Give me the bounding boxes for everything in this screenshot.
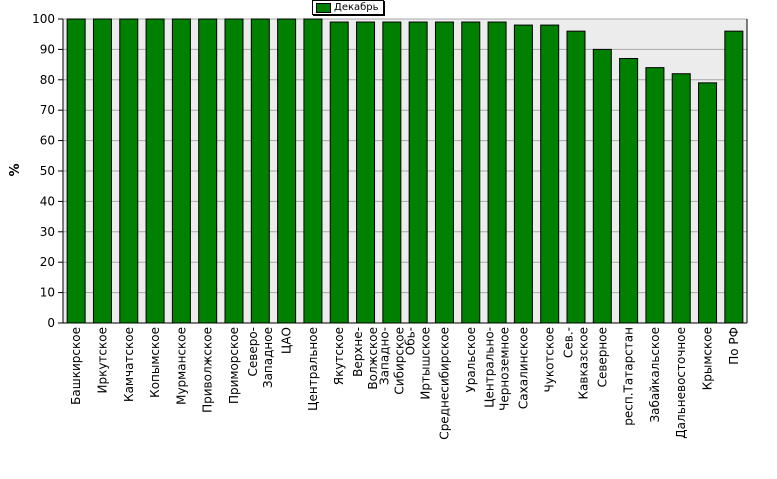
bar bbox=[566, 30, 586, 324]
svg-text:По РФ: По РФ bbox=[727, 327, 741, 365]
bar bbox=[540, 24, 560, 324]
svg-text:Уральское: Уральское bbox=[464, 327, 478, 393]
x-tick-label: Копымское bbox=[148, 327, 162, 398]
bar bbox=[408, 21, 428, 324]
bar bbox=[461, 21, 481, 324]
x-tick-label: Иркутское bbox=[96, 327, 110, 394]
svg-text:Сахалинское: Сахалинское bbox=[516, 327, 530, 409]
legend-label: Декабрь bbox=[334, 2, 379, 13]
bar bbox=[66, 18, 86, 324]
x-tick-label: Центрально-Черноземное bbox=[483, 327, 512, 411]
x-tick-label: Северное bbox=[595, 327, 609, 387]
bar bbox=[119, 18, 139, 324]
bar bbox=[434, 21, 454, 324]
legend: Декабрь bbox=[312, 0, 384, 15]
bar bbox=[382, 21, 402, 324]
bar bbox=[198, 18, 218, 324]
x-tick-label: Уральское bbox=[464, 327, 478, 393]
svg-text:Забайкальское: Забайкальское bbox=[648, 327, 662, 423]
svg-text:Мурманское: Мурманское bbox=[174, 327, 188, 405]
svg-text:Приволжское: Приволжское bbox=[201, 327, 215, 413]
svg-text:Центрально-Черноземное: Центрально-Черноземное bbox=[483, 327, 512, 411]
bar bbox=[513, 24, 533, 324]
y-tick-label: 70 bbox=[40, 103, 55, 117]
x-tick-label: Северо-Западное bbox=[246, 327, 275, 388]
x-tick-label: Забайкальское bbox=[648, 327, 662, 423]
x-tick-label: Сахалинское bbox=[516, 327, 530, 409]
svg-text:Камчатское: Камчатское bbox=[122, 327, 136, 402]
bar bbox=[698, 82, 718, 324]
svg-text:Западно-Сибирское: Западно-Сибирское bbox=[377, 327, 406, 395]
svg-text:Приморское: Приморское bbox=[227, 327, 241, 404]
svg-text:Копымское: Копымское bbox=[148, 327, 162, 398]
svg-text:Северное: Северное bbox=[595, 327, 609, 387]
svg-text:Обь-Иртышское: Обь-Иртышское bbox=[404, 327, 433, 400]
bar bbox=[224, 18, 244, 324]
x-tick-label: По РФ bbox=[727, 327, 741, 365]
x-tick-label: Чукотское bbox=[543, 327, 557, 392]
bar bbox=[487, 21, 507, 324]
legend-swatch bbox=[316, 2, 331, 13]
svg-text:Центральное: Центральное bbox=[306, 327, 320, 411]
x-tick-label: Башкирское bbox=[69, 327, 83, 405]
y-tick-label: 0 bbox=[47, 316, 55, 330]
y-tick-label: 60 bbox=[40, 134, 55, 148]
x-tick-label: Мурманское bbox=[174, 327, 188, 405]
y-tick-label: 90 bbox=[40, 42, 55, 56]
bar bbox=[171, 18, 191, 324]
bar bbox=[356, 21, 376, 324]
bar bbox=[592, 48, 612, 324]
bar bbox=[329, 21, 349, 324]
y-tick-label: 100 bbox=[32, 12, 55, 26]
svg-text:Чукотское: Чукотское bbox=[543, 327, 557, 392]
y-tick-label: 10 bbox=[40, 286, 55, 300]
y-tick-label: 80 bbox=[40, 73, 55, 87]
y-tick-label: 50 bbox=[40, 164, 55, 178]
svg-text:Северо-Западное: Северо-Западное bbox=[246, 327, 275, 388]
x-tick-label: Якутское bbox=[332, 327, 346, 385]
bar bbox=[250, 18, 270, 324]
x-tick-label: Крымское bbox=[701, 327, 715, 390]
svg-text:Крымское: Крымское bbox=[701, 327, 715, 390]
svg-text:Башкирское: Башкирское bbox=[69, 327, 83, 405]
y-tick-label: 40 bbox=[40, 194, 55, 208]
x-tick-label: Верхне-Волжское bbox=[351, 327, 380, 390]
svg-text:Дальневосточное: Дальневосточное bbox=[674, 327, 688, 439]
x-tick-label: Среднесибирское bbox=[438, 327, 452, 440]
bar bbox=[277, 18, 297, 324]
bar bbox=[619, 58, 639, 324]
svg-text:Иркутское: Иркутское bbox=[96, 327, 110, 394]
x-tick-label: Камчатское bbox=[122, 327, 136, 402]
svg-text:Верхне-Волжское: Верхне-Волжское bbox=[351, 327, 380, 390]
x-tick-label: Западно-Сибирское bbox=[377, 327, 406, 395]
x-tick-label: респ.Татарстан bbox=[622, 327, 636, 426]
svg-text:ЦАО: ЦАО bbox=[280, 327, 294, 354]
bar bbox=[92, 18, 112, 324]
y-axis-label: % bbox=[8, 163, 23, 176]
svg-text:Сев.-Кавказское: Сев.-Кавказское bbox=[562, 327, 591, 400]
bar bbox=[645, 67, 665, 324]
x-tick-label: ЦАО bbox=[280, 327, 294, 354]
bar bbox=[671, 73, 691, 324]
svg-text:Якутское: Якутское bbox=[332, 327, 346, 385]
bar bbox=[145, 18, 165, 324]
x-tick-label: Обь-Иртышское bbox=[404, 327, 433, 400]
x-tick-label: Приволжское bbox=[201, 327, 215, 413]
y-tick-label: 20 bbox=[40, 255, 55, 269]
x-tick-label: Дальневосточное bbox=[674, 327, 688, 439]
svg-text:респ.Татарстан: респ.Татарстан bbox=[622, 327, 636, 426]
svg-text:Среднесибирское: Среднесибирское bbox=[438, 327, 452, 440]
bar bbox=[724, 30, 744, 324]
x-tick-label: Сев.-Кавказское bbox=[562, 327, 591, 400]
bar bbox=[303, 18, 323, 324]
x-tick-label: Центральное bbox=[306, 327, 320, 411]
x-tick-label: Приморское bbox=[227, 327, 241, 404]
y-tick-label: 30 bbox=[40, 225, 55, 239]
